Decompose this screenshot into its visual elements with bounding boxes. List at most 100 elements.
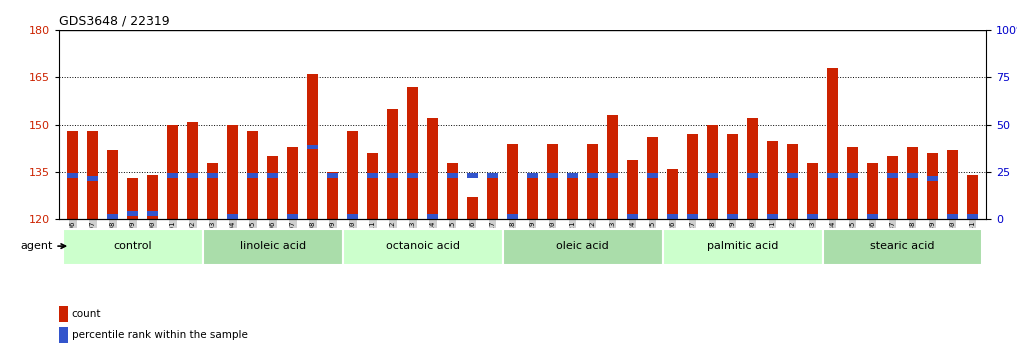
Bar xyxy=(607,173,618,178)
Bar xyxy=(447,173,459,178)
Bar xyxy=(267,156,279,219)
Bar xyxy=(407,173,418,178)
Bar xyxy=(127,211,138,216)
Bar xyxy=(647,173,658,178)
Bar xyxy=(187,122,198,219)
Bar xyxy=(887,156,898,219)
FancyBboxPatch shape xyxy=(343,229,502,265)
Bar xyxy=(168,173,178,178)
Bar xyxy=(567,173,579,178)
Bar xyxy=(907,147,918,219)
Bar xyxy=(59,327,68,343)
FancyBboxPatch shape xyxy=(663,229,823,265)
Bar xyxy=(727,214,738,219)
Bar xyxy=(168,125,178,219)
Bar xyxy=(247,173,258,178)
Bar xyxy=(767,141,778,219)
Bar xyxy=(547,144,558,219)
Bar xyxy=(627,160,639,219)
Bar xyxy=(587,173,598,178)
Bar xyxy=(928,153,938,219)
FancyBboxPatch shape xyxy=(823,229,982,265)
Bar xyxy=(108,150,118,219)
Bar xyxy=(687,134,698,219)
Bar xyxy=(427,214,438,219)
Bar xyxy=(727,134,738,219)
Bar xyxy=(307,144,318,149)
Bar xyxy=(607,115,618,219)
Bar xyxy=(67,173,78,178)
Bar xyxy=(887,173,898,178)
Bar xyxy=(587,144,598,219)
Bar xyxy=(387,109,399,219)
Bar xyxy=(747,119,758,219)
Bar xyxy=(907,173,918,178)
Bar xyxy=(288,214,298,219)
Bar xyxy=(647,137,658,219)
Bar xyxy=(667,169,678,219)
Bar xyxy=(427,119,438,219)
Bar xyxy=(928,176,938,181)
Bar xyxy=(367,173,378,178)
Text: control: control xyxy=(114,241,153,251)
Bar xyxy=(947,214,958,219)
Bar xyxy=(307,74,318,219)
Bar xyxy=(847,173,858,178)
Bar xyxy=(687,214,698,219)
Bar xyxy=(367,153,378,219)
Bar xyxy=(847,147,858,219)
Bar xyxy=(59,306,68,321)
Bar xyxy=(487,173,498,178)
Text: linoleic acid: linoleic acid xyxy=(240,241,306,251)
Bar xyxy=(447,162,459,219)
Bar xyxy=(87,176,99,181)
Bar xyxy=(787,173,798,178)
Bar xyxy=(627,214,639,219)
Bar xyxy=(407,87,418,219)
Bar xyxy=(288,147,298,219)
FancyBboxPatch shape xyxy=(63,229,203,265)
Bar xyxy=(467,173,478,178)
Bar xyxy=(767,214,778,219)
Bar xyxy=(868,162,878,219)
Bar xyxy=(87,131,99,219)
Bar xyxy=(348,131,358,219)
Bar xyxy=(807,162,818,219)
Bar xyxy=(108,214,118,219)
Bar xyxy=(147,175,159,219)
Text: palmitic acid: palmitic acid xyxy=(707,241,778,251)
Bar xyxy=(967,175,978,219)
Bar xyxy=(67,131,78,219)
Bar xyxy=(348,214,358,219)
Bar xyxy=(527,178,538,219)
Bar xyxy=(967,214,978,219)
Bar xyxy=(827,68,838,219)
Bar xyxy=(827,173,838,178)
Bar xyxy=(487,178,498,219)
Text: count: count xyxy=(71,309,102,319)
FancyBboxPatch shape xyxy=(502,229,663,265)
Bar xyxy=(807,214,818,219)
Bar xyxy=(327,172,339,219)
Bar xyxy=(228,125,238,219)
Text: octanoic acid: octanoic acid xyxy=(385,241,460,251)
Bar xyxy=(707,125,718,219)
Bar xyxy=(868,214,878,219)
Bar xyxy=(567,178,579,219)
Bar xyxy=(387,173,399,178)
Bar xyxy=(667,214,678,219)
Bar xyxy=(947,150,958,219)
Bar xyxy=(547,173,558,178)
Bar xyxy=(228,214,238,219)
Bar xyxy=(267,173,279,178)
Text: agent: agent xyxy=(20,241,65,251)
Bar xyxy=(247,131,258,219)
Bar xyxy=(187,173,198,178)
Text: stearic acid: stearic acid xyxy=(871,241,935,251)
Bar xyxy=(327,173,339,178)
Bar xyxy=(527,173,538,178)
Bar xyxy=(787,144,798,219)
Bar xyxy=(467,198,478,219)
Bar xyxy=(207,173,219,178)
Text: oleic acid: oleic acid xyxy=(556,241,609,251)
